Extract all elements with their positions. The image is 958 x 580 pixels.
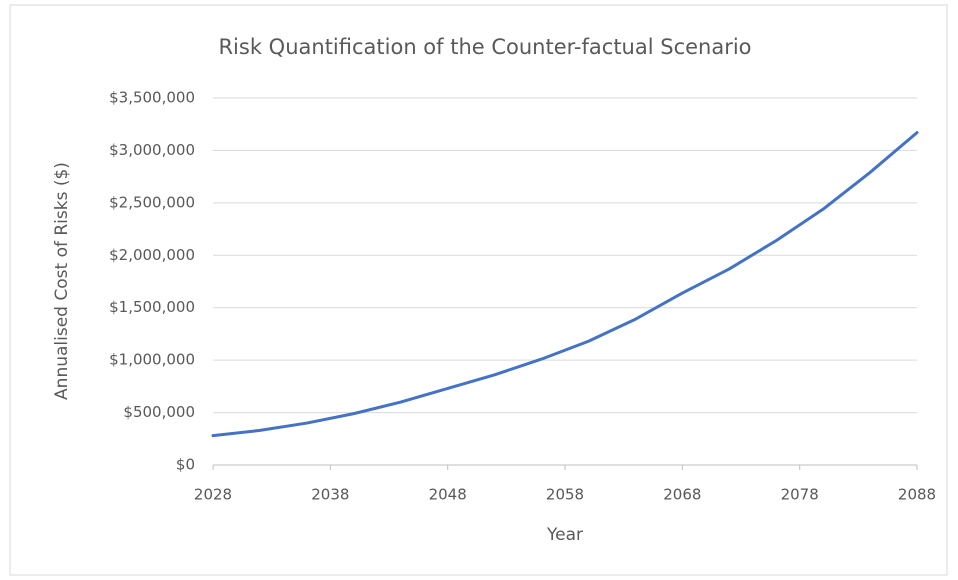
y-tick-label: $3,000,000 [109,141,195,159]
x-tick-label: 2088 [898,486,936,504]
x-tick-label: 2058 [546,486,584,504]
y-tick-label: $3,500,000 [109,89,195,107]
x-axis-title: Year [546,525,583,545]
y-tick-label: $2,500,000 [109,193,195,211]
chart-border [9,4,948,576]
x-tick-label: 2078 [781,486,819,504]
x-tick-label: 2038 [311,486,349,504]
y-tick-label: $0 [176,456,195,474]
chart-title: Risk Quantification of the Counter-factu… [218,35,751,59]
y-tick-label: $1,000,000 [109,351,195,369]
y-axis-title: Annualised Cost of Risks ($) [52,162,72,400]
x-tick-label: 2028 [194,486,232,504]
y-tick-label: $2,000,000 [109,246,195,264]
y-tick-label: $1,500,000 [109,298,195,316]
y-tick-label: $500,000 [123,403,195,421]
data-line [211,131,919,438]
x-tick-label: 2048 [429,486,467,504]
x-tick-label: 2068 [663,486,701,504]
